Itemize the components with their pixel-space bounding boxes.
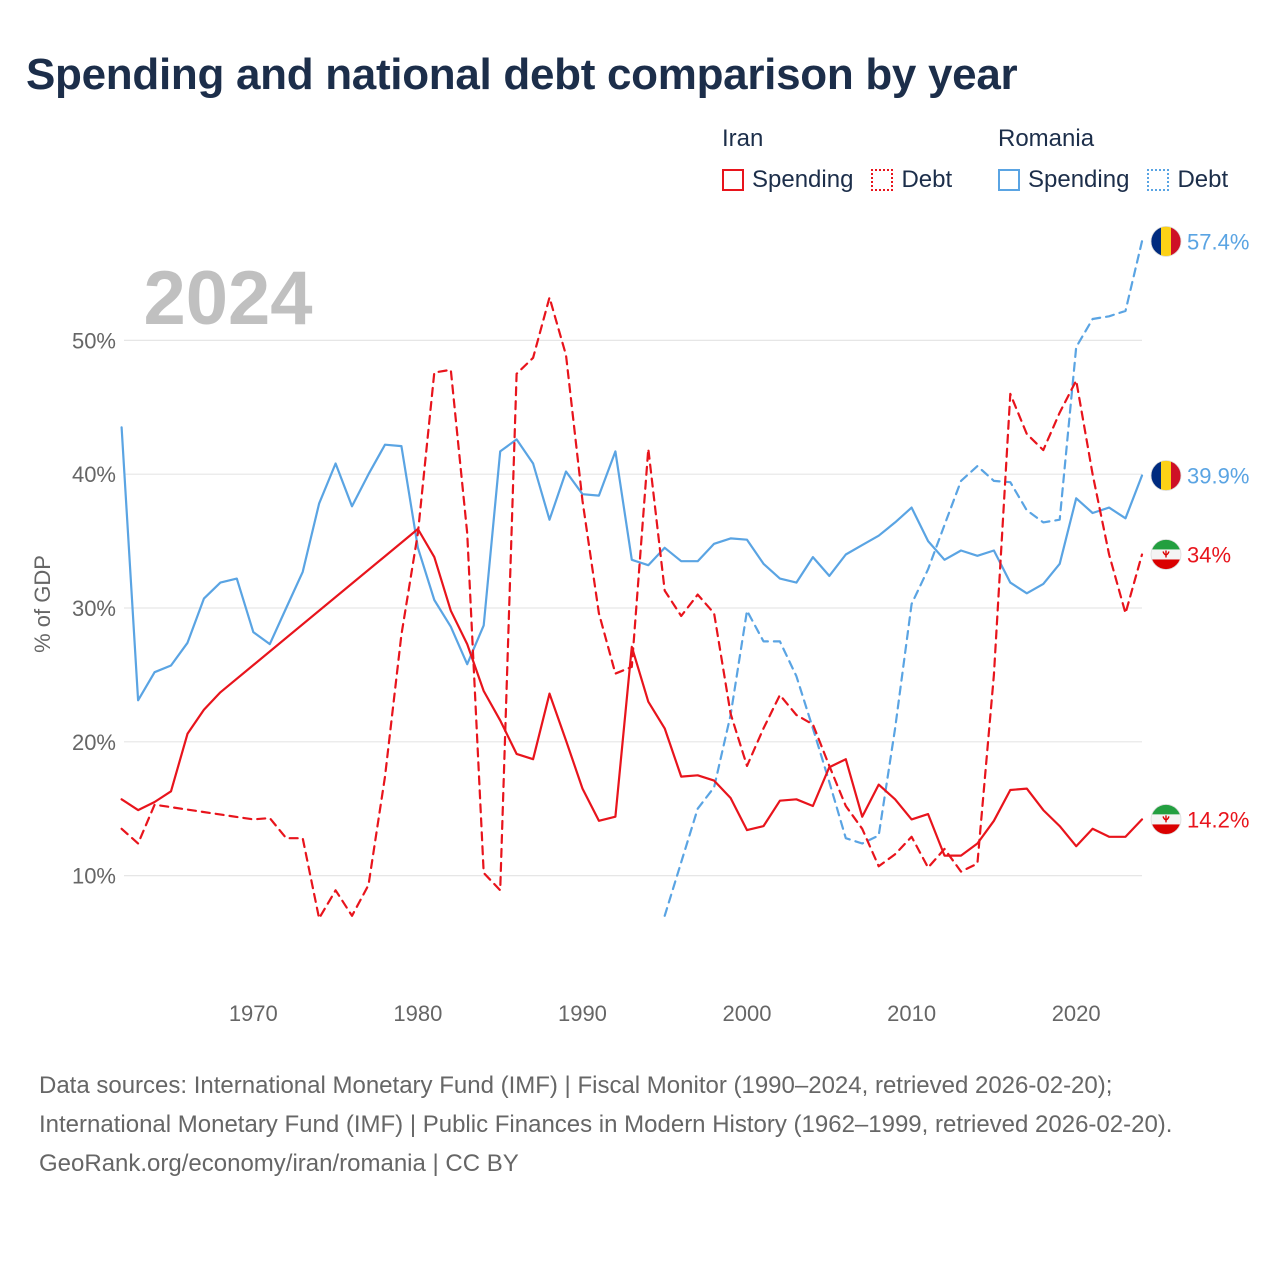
line-chart: 10% 20% 30% 40% 50% 1970 1980 1990 2000 2010 2020… xyxy=(30,225,1249,1026)
y-axis-ticks: 10% 20% 30% 40% 50% xyxy=(72,328,116,888)
year-label: 2024 xyxy=(143,256,312,341)
x-tick-label: 1980 xyxy=(393,1001,442,1026)
end-value-label: 39.9% xyxy=(1187,464,1249,489)
romania-spending-line[interactable] xyxy=(120,426,1144,702)
romania-debt-line[interactable] xyxy=(663,240,1144,917)
romania-flag-icon xyxy=(1150,460,1182,491)
footer: Data sources: International Monetary Fun… xyxy=(39,1066,1249,1183)
series-lines xyxy=(120,240,1144,920)
legend-item-label: Debt xyxy=(901,166,953,193)
x-tick-label: 1990 xyxy=(558,1001,607,1026)
legend-item-label: Debt xyxy=(1177,166,1229,193)
credit-link[interactable]: GeoRank.org/economy/iran/romania | CC BY xyxy=(39,1150,519,1177)
legend-item-label: Spending xyxy=(1028,166,1130,193)
x-tick-label: 2000 xyxy=(723,1001,772,1026)
y-axis-label: % of GDP xyxy=(30,555,55,653)
legend-item-label: Spending xyxy=(752,166,854,193)
legend-group-romania: Romania Spending Debt xyxy=(998,124,1246,194)
end-labels: 39.9% 57.4% 14.2% 34% xyxy=(1150,225,1249,835)
end-value-label: 57.4% xyxy=(1187,229,1249,254)
legend-item-romania-debt[interactable]: Debt xyxy=(1147,166,1228,194)
x-axis-ticks: 1970 1980 1990 2000 2010 2020 xyxy=(229,1001,1101,1026)
legend-swatch-solid xyxy=(722,169,744,191)
end-value-label: 34% xyxy=(1187,542,1231,567)
iran-debt-line[interactable] xyxy=(120,296,1144,920)
y-tick-label: 40% xyxy=(72,462,116,487)
legend-swatch-dotted xyxy=(1147,169,1170,191)
end-value-label: 14.2% xyxy=(1187,807,1249,832)
legend-item-iran-debt[interactable]: Debt xyxy=(871,166,952,194)
x-tick-label: 1970 xyxy=(229,1001,278,1026)
iran-flag-icon xyxy=(1150,804,1182,835)
y-tick-label: 20% xyxy=(72,730,116,755)
gridlines xyxy=(124,339,1142,877)
legend-group-title: Romania xyxy=(998,125,1095,152)
y-tick-label: 50% xyxy=(72,328,116,353)
x-tick-label: 2010 xyxy=(887,1001,936,1026)
legend-swatch-dotted xyxy=(871,169,894,191)
iran-flag-icon xyxy=(1150,539,1182,570)
iran-spending-line[interactable] xyxy=(120,527,1144,857)
legend-swatch-solid xyxy=(998,169,1020,191)
legend-item-iran-spending[interactable]: Spending xyxy=(722,166,853,194)
x-tick-label: 2020 xyxy=(1052,1001,1101,1026)
y-tick-label: 30% xyxy=(72,596,116,621)
y-tick-label: 10% xyxy=(72,864,116,889)
legend-group-title: Iran xyxy=(722,125,764,152)
romania-flag-icon xyxy=(1150,225,1182,257)
legend-group-iran: Iran Spending Debt xyxy=(722,124,970,194)
chart-title: Spending and national debt comparison by… xyxy=(26,50,1018,99)
legend-item-romania-spending[interactable]: Spending xyxy=(998,166,1129,194)
data-sources: Data sources: International Monetary Fun… xyxy=(39,1072,1173,1138)
